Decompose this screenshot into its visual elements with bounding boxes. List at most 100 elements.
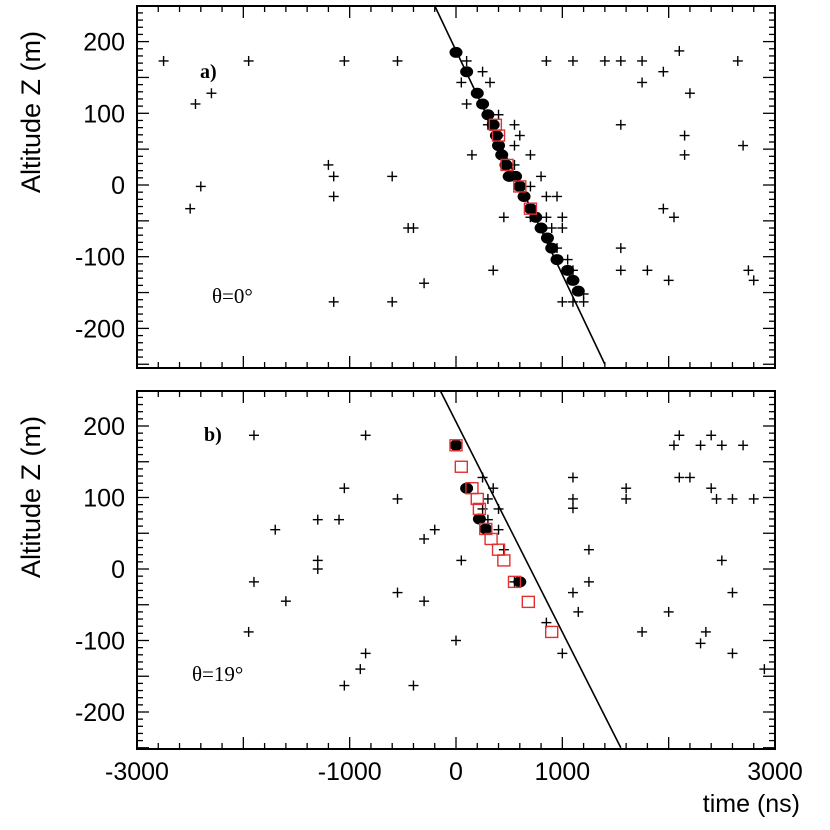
hit-plus — [567, 587, 578, 598]
hit-plus — [328, 171, 339, 182]
hit-dot — [571, 285, 585, 297]
hit-plus — [419, 278, 430, 289]
fit-line-b — [439, 391, 622, 749]
hit-plus — [270, 524, 281, 535]
hit-plus — [759, 664, 770, 675]
angle-label-a: θ=0° — [212, 284, 253, 308]
hit-dot — [470, 87, 484, 99]
x-tick-label: 0 — [449, 758, 463, 786]
hit-plus — [658, 203, 669, 214]
hit-plus — [578, 296, 589, 307]
hit-plus — [557, 212, 568, 223]
hit-plus — [727, 493, 738, 504]
hit-plus — [748, 493, 759, 504]
hit-plus — [658, 66, 669, 77]
hit-plus — [674, 472, 685, 483]
hit-plus — [700, 626, 711, 637]
hit-plus — [637, 77, 648, 88]
hit-plus — [684, 472, 695, 483]
hit-plus — [328, 191, 339, 202]
hit-plus — [541, 191, 552, 202]
hit-plus — [546, 223, 557, 234]
hit-plus — [695, 440, 706, 451]
y-tick-label: 0 — [111, 172, 125, 200]
hit-plus — [312, 514, 323, 525]
hit-plus — [573, 606, 584, 617]
hit-plus — [663, 606, 674, 617]
hit-dot — [550, 254, 564, 266]
hit-plus — [663, 275, 674, 286]
hit-square — [497, 554, 511, 567]
hit-plus — [615, 55, 626, 66]
hit-plus — [243, 626, 254, 637]
hit-dot — [449, 46, 463, 58]
hit-plus — [583, 576, 594, 587]
y-tick-label: -200 — [75, 699, 125, 727]
hit-plus — [485, 77, 496, 88]
hit-plus — [482, 493, 493, 504]
hit-plus — [243, 55, 254, 66]
hit-plus — [392, 587, 403, 598]
hit-plus — [355, 664, 366, 675]
hit-plus — [748, 275, 759, 286]
hit-dot — [499, 159, 513, 171]
y-axis-title-b: Altitude Z (m) — [16, 416, 46, 578]
hit-plus — [536, 171, 547, 182]
plot-frame-a — [136, 5, 776, 369]
hit-square — [521, 595, 536, 609]
hit-plus — [706, 430, 717, 441]
hit-square — [449, 439, 463, 452]
hit-plus — [419, 596, 430, 607]
hit-dot — [472, 513, 486, 525]
hit-plus — [668, 440, 679, 451]
y-tick-label: 200 — [83, 413, 125, 441]
hit-plus — [408, 223, 419, 234]
hit-plus — [679, 130, 690, 141]
x-tick-label: -1000 — [318, 758, 382, 786]
hit-plus — [711, 493, 722, 504]
hit-dot — [566, 274, 580, 286]
hit-square — [507, 575, 522, 589]
hit-plus — [493, 524, 504, 535]
hit-plus — [738, 140, 749, 151]
hit-plus — [557, 648, 568, 659]
hit-square — [470, 492, 484, 506]
hit-dot — [534, 222, 548, 234]
hit-plus — [419, 533, 430, 544]
hit-square — [484, 532, 498, 546]
hit-plus — [466, 149, 477, 160]
hit-plus — [509, 140, 520, 151]
hit-plus — [525, 181, 536, 192]
hit-plus — [190, 98, 201, 109]
hit-plus — [679, 149, 690, 160]
y-tick-label: 200 — [83, 29, 125, 57]
panel-label-b: b) — [204, 424, 222, 446]
hit-dot — [492, 140, 506, 152]
hit-plus — [461, 98, 472, 109]
hit-plus — [615, 265, 626, 276]
hit-plus — [552, 191, 563, 202]
x-tick-label: -3000 — [105, 758, 169, 786]
hit-plus — [158, 55, 169, 66]
hit-plus — [312, 564, 323, 574]
panel-a: 200 100 0 -100 -200 a) θ=0° Altitude Z (m) — [16, 5, 776, 369]
hit-plus — [727, 587, 738, 598]
hit-plus — [738, 440, 749, 451]
hit-plus — [567, 493, 578, 504]
hit-plus — [280, 596, 291, 607]
hit-plus — [695, 638, 706, 649]
hit-plus — [599, 55, 610, 66]
hit-dot — [561, 264, 575, 276]
hit-plus — [642, 265, 653, 276]
hit-square — [545, 625, 559, 639]
hit-plus — [339, 680, 350, 691]
hit-square — [500, 158, 514, 172]
hit-plus — [360, 430, 371, 441]
axis-ticks-a — [136, 5, 776, 368]
hit-plus — [674, 45, 685, 56]
hit-plus — [451, 635, 461, 646]
hit-dot — [460, 66, 474, 78]
hit-dot — [449, 439, 463, 451]
hit-plus — [328, 296, 339, 307]
hit-dot — [495, 149, 509, 161]
